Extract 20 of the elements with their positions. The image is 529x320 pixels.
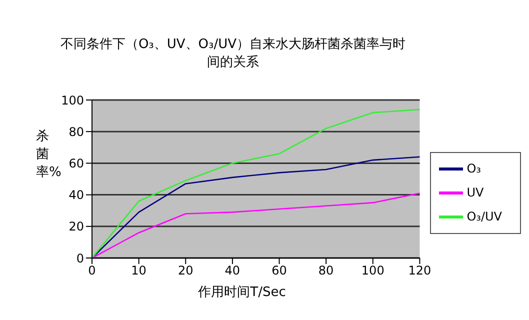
legend-label: O₃/UV [466,209,502,224]
x-tick-label: 80 [318,264,334,278]
y-tick-label: 40 [68,188,84,202]
legend-label: UV [466,185,484,200]
legend-label: O₃ [466,161,481,176]
x-axis-title: 作用时间T/Sec [197,284,287,302]
x-tick-label: 60 [272,264,287,278]
chart-title: 不同条件下（O₃、UV、O₃/UV）自来水大肠杆菌杀菌率与时间的关系 [59,36,407,72]
x-tick-label: 20 [178,264,194,278]
x-tick-label: 10 [131,264,146,278]
x-tick-label: 40 [224,264,240,278]
y-tick-label: 0 [76,251,84,266]
y-tick-label: 80 [68,124,84,139]
x-tick-label: 100 [361,264,384,278]
y-tick-label: 20 [68,220,84,234]
y-tick-label: 100 [61,93,84,108]
y-axis-title: 杀菌率% [36,128,62,182]
y-tick-label: 60 [68,156,84,170]
x-tick-label: 0 [88,264,96,278]
x-tick-label: 120 [408,264,432,278]
